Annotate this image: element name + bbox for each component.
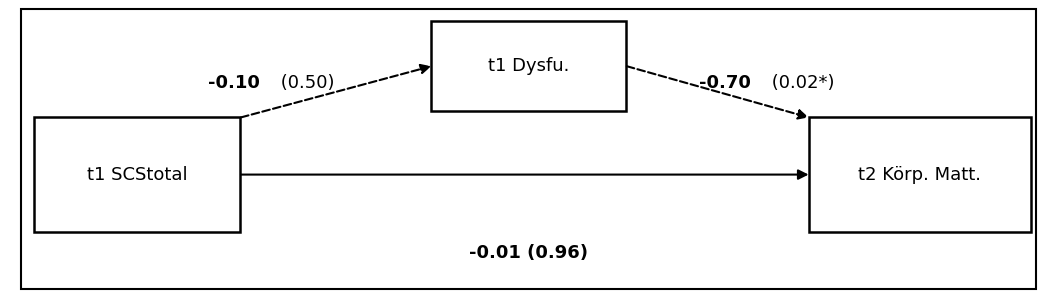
Text: -0.10: -0.10 (208, 74, 260, 92)
Bar (809, 117, 1031, 232)
Text: t1 Dysfu.: t1 Dysfu. (488, 57, 569, 75)
Bar (431, 21, 626, 111)
Bar (34, 117, 241, 232)
Text: (0.02*): (0.02*) (766, 74, 835, 92)
Text: -0.01 (0.96): -0.01 (0.96) (469, 244, 588, 262)
Text: t2 Körp. Matt.: t2 Körp. Matt. (858, 166, 981, 184)
Text: (0.50): (0.50) (275, 74, 335, 92)
Text: t1 SCStotal: t1 SCStotal (87, 166, 188, 184)
Text: -0.70: -0.70 (700, 74, 752, 92)
